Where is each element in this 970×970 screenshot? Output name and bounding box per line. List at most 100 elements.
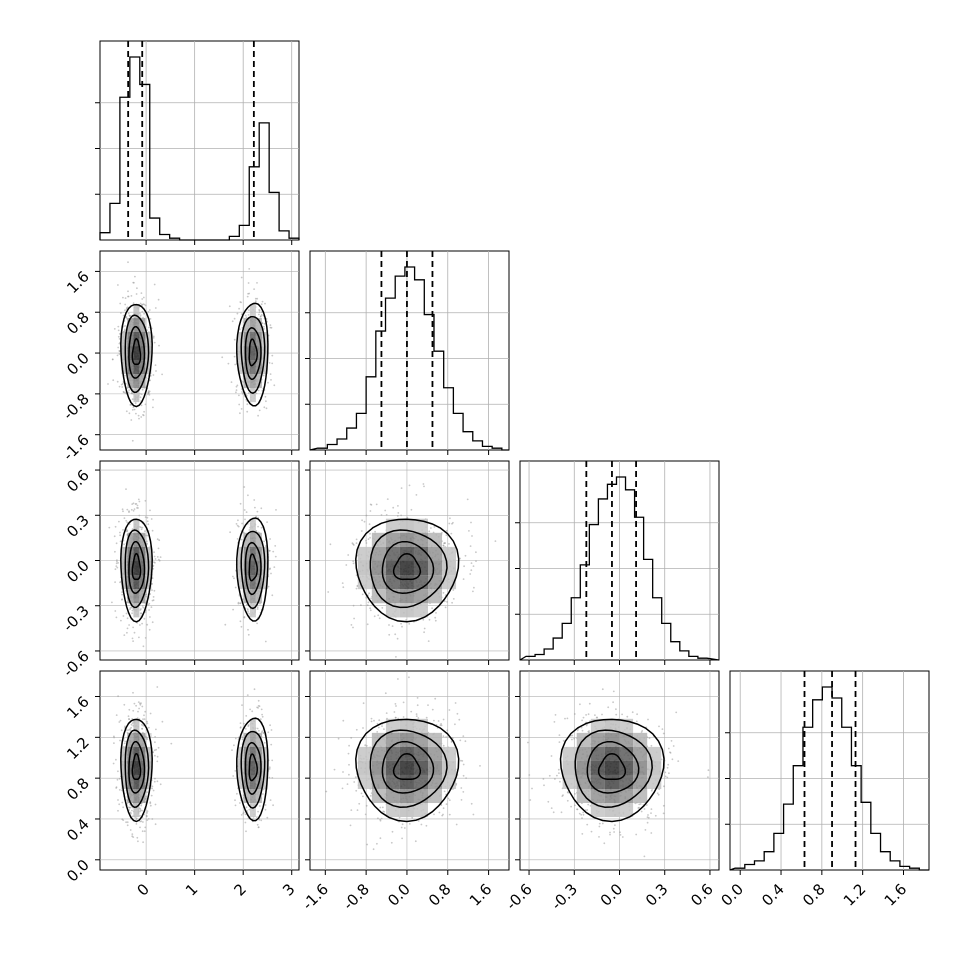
sample-point	[434, 697, 437, 700]
sample-point	[147, 523, 150, 526]
sample-point	[140, 292, 143, 294]
sample-point	[381, 806, 384, 809]
sample-point	[234, 363, 237, 366]
sample-point	[251, 710, 254, 713]
density-bin	[133, 760, 140, 775]
sample-point	[433, 719, 435, 722]
sample-point	[257, 705, 260, 707]
sample-point	[134, 402, 137, 405]
sample-point	[369, 609, 372, 612]
sample-point	[408, 823, 411, 825]
sample-point	[360, 530, 363, 532]
density-bin	[139, 532, 146, 547]
sample-point	[256, 608, 259, 610]
sample-point	[143, 410, 146, 413]
sample-point	[232, 608, 235, 611]
sample-point	[381, 725, 383, 727]
sample-point	[269, 724, 271, 727]
sample-point	[262, 374, 265, 377]
sample-point	[348, 744, 350, 747]
density-bin	[249, 532, 256, 547]
sample-point	[464, 740, 467, 743]
sample-point	[121, 789, 123, 792]
sample-point	[365, 596, 368, 599]
sample-point	[132, 691, 134, 694]
sample-point	[252, 818, 255, 820]
sample-point	[237, 736, 240, 739]
sample-point	[139, 826, 141, 829]
sample-point	[144, 304, 147, 307]
sample-point	[120, 312, 122, 314]
sample-point	[152, 789, 155, 792]
sample-point	[268, 766, 271, 769]
sample-point	[124, 297, 127, 299]
sample-point	[470, 802, 473, 805]
sample-point	[152, 567, 155, 570]
y-tick-label: 0.0	[63, 349, 93, 379]
sample-point	[132, 626, 135, 629]
sample-point	[260, 819, 263, 822]
sample-point	[246, 403, 249, 406]
sample-point	[272, 804, 274, 807]
density-bin	[427, 532, 443, 547]
sample-point	[124, 740, 127, 743]
sample-point	[342, 771, 344, 773]
density-bin	[249, 760, 256, 775]
sample-point	[139, 314, 142, 317]
sample-point	[243, 509, 246, 511]
sample-point	[118, 803, 121, 806]
density-bin	[255, 374, 262, 389]
sample-point	[238, 403, 241, 406]
sample-point	[132, 709, 135, 712]
density-bin	[127, 732, 134, 747]
sample-point	[135, 704, 138, 707]
sample-point	[265, 400, 267, 403]
sample-point	[239, 802, 241, 804]
sample-point	[470, 562, 473, 564]
sample-point	[236, 312, 239, 315]
sample-point	[240, 276, 243, 279]
sample-point	[126, 802, 129, 805]
sample-point	[349, 824, 352, 827]
pair-panel-3-1: -1.6 -0.8 0.0 0.8 1.6	[299, 670, 510, 914]
sample-point	[274, 555, 277, 558]
density-bin	[385, 575, 400, 590]
sample-point	[121, 801, 124, 804]
sample-point	[348, 763, 350, 766]
sample-point	[269, 373, 272, 375]
pair-content	[100, 251, 299, 450]
sample-point	[383, 728, 385, 730]
sample-point	[462, 578, 465, 580]
sample-point	[254, 300, 257, 303]
sample-point	[452, 589, 455, 591]
sample-point	[128, 511, 130, 513]
sample-point	[460, 787, 463, 789]
sample-point	[131, 439, 134, 442]
sample-point	[246, 694, 249, 696]
sample-point	[270, 729, 273, 731]
sample-point	[152, 335, 155, 338]
y-tick-label: 0.8	[63, 774, 93, 804]
density-bin	[243, 560, 250, 576]
sample-point	[273, 384, 276, 387]
sample-point	[258, 311, 261, 313]
sample-point	[422, 618, 425, 621]
sample-point	[366, 604, 369, 607]
sample-point	[138, 500, 141, 503]
density-bin	[133, 303, 140, 318]
sample-point	[263, 741, 266, 744]
sample-point	[145, 595, 148, 598]
sample-point	[435, 612, 437, 614]
sample-point	[244, 821, 247, 824]
sample-point	[132, 281, 135, 284]
sample-point	[244, 518, 246, 521]
sample-point	[158, 344, 160, 347]
sample-point	[241, 381, 244, 383]
x-tick-label: 3	[279, 880, 298, 899]
sample-point	[142, 606, 145, 609]
sample-point	[235, 391, 237, 394]
sample-point	[155, 748, 158, 751]
sample-point	[135, 293, 138, 295]
sample-point	[154, 777, 156, 780]
